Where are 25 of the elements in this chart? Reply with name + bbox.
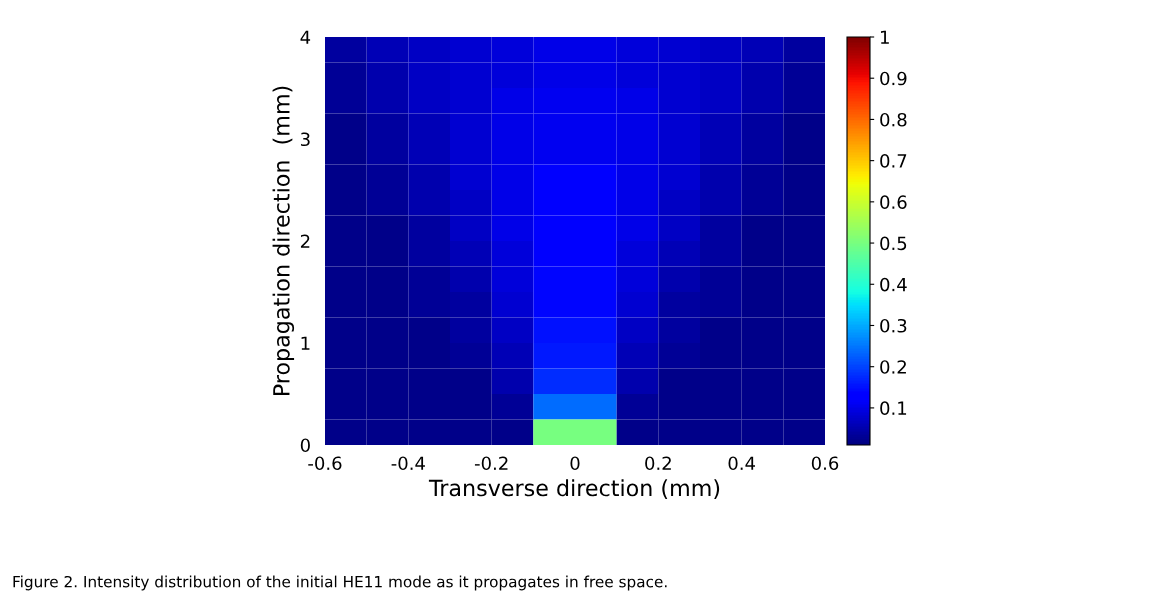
x-tick-label: -0.4 <box>391 456 425 471</box>
y-tick-label: 4 <box>300 30 311 44</box>
y-tick-label: 1 <box>301 336 310 350</box>
x-tick-label: 0 <box>570 456 580 471</box>
color-bar-label: 0.9 <box>880 71 907 86</box>
x-axis-title: Transverse direction (mm) <box>428 479 720 499</box>
x-tick-label: 0.2 <box>645 456 671 471</box>
color-bar-label: 0.8 <box>880 112 907 127</box>
color-bar-label: 0.7 <box>880 154 907 168</box>
caption: Figure 2. Intensity distribution of the initial HE11 mode as it propagates in free space. <box>13 575 667 591</box>
x-tick-label: -0.2 <box>474 456 508 471</box>
y-tick-label: 2 <box>300 234 310 248</box>
x-tick-label: -0.6 <box>308 456 342 471</box>
y-tick-label: 0 <box>300 438 310 453</box>
color-bar-label: 0.1 <box>880 401 907 416</box>
x-tick-label: 0.6 <box>811 456 839 471</box>
color-bar-label: 0.3 <box>880 318 907 333</box>
color-bar-label: 0.6 <box>880 195 907 209</box>
x-tick-label: 0.4 <box>728 456 756 471</box>
color-bar-label: 0.2 <box>880 360 906 374</box>
y-tick-label: 3 <box>301 132 310 147</box>
color-bar-label: 0.5 <box>880 236 907 251</box>
color-bar-label: 0.4 <box>880 277 907 292</box>
color-bar-label: 1 <box>881 30 889 44</box>
y-axis-title: Propagation direction (mm) <box>272 86 295 396</box>
